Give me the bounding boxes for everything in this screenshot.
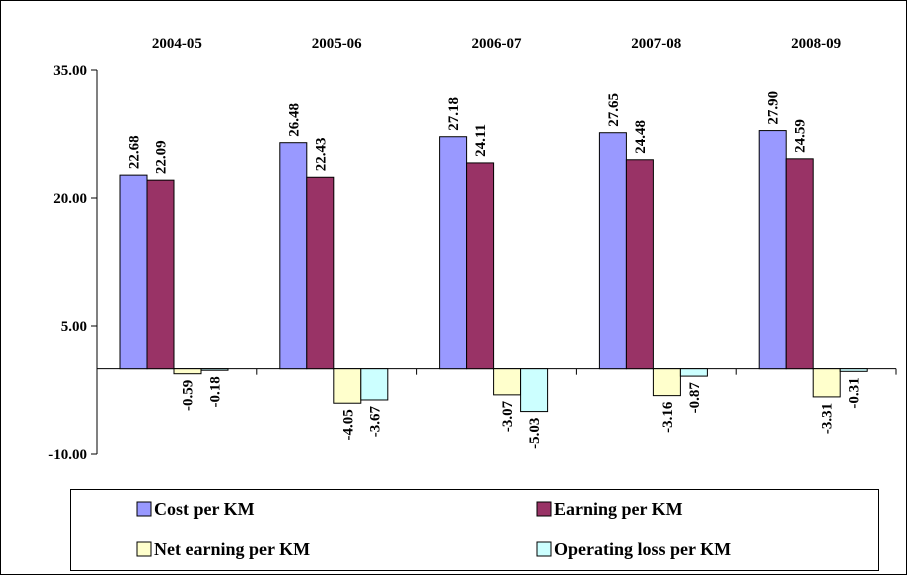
category-label: 2007-08 bbox=[631, 36, 681, 52]
data-label: -3.67 bbox=[367, 405, 383, 437]
legend-box bbox=[70, 489, 879, 571]
legend: Cost per KM Earning per KM Net earning per… bbox=[70, 489, 879, 571]
data-label: 22.09 bbox=[154, 140, 170, 174]
y-tick-label: 5.00 bbox=[61, 319, 87, 335]
bar bbox=[306, 176, 335, 370]
data-label: 22.43 bbox=[313, 138, 329, 172]
bar bbox=[119, 174, 148, 370]
bar bbox=[839, 368, 868, 372]
bar bbox=[652, 368, 681, 397]
y-tick-label: -10.00 bbox=[48, 447, 87, 463]
data-label: 26.48 bbox=[286, 103, 302, 137]
bar bbox=[679, 368, 708, 377]
bar bbox=[466, 162, 495, 370]
data-label: -0.18 bbox=[208, 376, 224, 407]
category-labels: 2004-05 2005-06 2006-07 2007-08 2008-09 bbox=[152, 36, 841, 52]
data-label: 22.68 bbox=[127, 135, 143, 169]
category-label: 2006-07 bbox=[472, 36, 522, 52]
bar bbox=[785, 158, 814, 370]
legend-swatch bbox=[536, 541, 552, 557]
category-label: 2008-09 bbox=[791, 36, 841, 52]
data-label: 27.18 bbox=[446, 97, 462, 131]
legend-label: Cost per KM bbox=[154, 499, 255, 519]
bar bbox=[625, 159, 654, 370]
bars bbox=[119, 130, 868, 413]
data-label: -0.87 bbox=[687, 382, 703, 414]
data-labels: 22.68 26.48 27.18 27.65 27.90 22.09 22.43 24.11… bbox=[127, 91, 863, 449]
data-label: -4.05 bbox=[340, 409, 356, 440]
data-label: -3.31 bbox=[820, 403, 836, 434]
bar bbox=[598, 132, 627, 370]
bar bbox=[200, 368, 229, 371]
legend-swatch bbox=[536, 501, 552, 517]
data-label: 24.48 bbox=[633, 120, 649, 154]
bar bbox=[812, 368, 841, 398]
data-label: -0.31 bbox=[847, 377, 863, 408]
data-label: -3.16 bbox=[660, 401, 676, 433]
legend-label: Net earning per KM bbox=[154, 539, 310, 559]
legend-swatch bbox=[136, 541, 152, 557]
bar bbox=[146, 179, 175, 370]
legend-label: Earning per KM bbox=[554, 499, 683, 519]
bar bbox=[758, 130, 787, 370]
bar bbox=[439, 136, 468, 370]
category-label: 2004-05 bbox=[152, 36, 202, 52]
data-label: 24.59 bbox=[793, 119, 809, 153]
legend-swatch bbox=[136, 501, 152, 517]
bar bbox=[173, 368, 202, 375]
bar bbox=[520, 368, 549, 413]
category-label: 2005-06 bbox=[312, 36, 362, 52]
bar bbox=[360, 368, 389, 401]
y-tick-label: 20.00 bbox=[53, 191, 87, 207]
data-label: 27.65 bbox=[606, 93, 622, 127]
bar bbox=[279, 142, 308, 370]
data-label: -5.03 bbox=[527, 418, 543, 449]
data-label: 27.90 bbox=[766, 91, 782, 125]
bar bbox=[493, 368, 522, 396]
y-tick-label: 35.00 bbox=[53, 63, 87, 79]
bar bbox=[333, 368, 362, 404]
data-label: -0.59 bbox=[181, 380, 197, 411]
legend-label: Operating loss per KM bbox=[554, 539, 731, 559]
data-label: 24.11 bbox=[473, 124, 489, 157]
data-label: -3.07 bbox=[500, 400, 516, 432]
